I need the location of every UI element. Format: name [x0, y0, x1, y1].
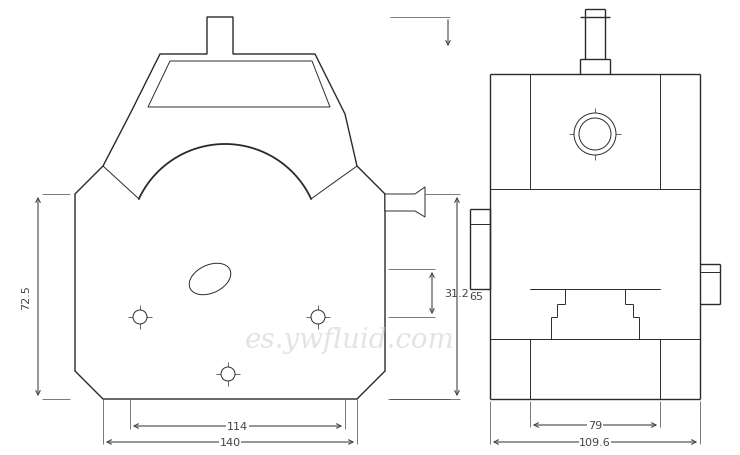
Text: 79: 79 [588, 420, 602, 430]
Text: 72.5: 72.5 [21, 284, 31, 309]
Text: 31.2: 31.2 [444, 288, 468, 298]
Text: 140: 140 [220, 437, 241, 447]
Circle shape [579, 119, 611, 151]
Text: 114: 114 [227, 421, 248, 431]
Text: 65: 65 [469, 292, 483, 302]
Text: es.ywfluid.com: es.ywfluid.com [245, 326, 455, 353]
Circle shape [221, 367, 235, 381]
Circle shape [133, 310, 147, 324]
Text: 109.6: 109.6 [579, 437, 611, 447]
Ellipse shape [189, 264, 231, 295]
Polygon shape [75, 18, 385, 399]
Polygon shape [148, 62, 330, 108]
Polygon shape [385, 187, 425, 217]
Circle shape [574, 114, 616, 156]
Circle shape [311, 310, 325, 324]
